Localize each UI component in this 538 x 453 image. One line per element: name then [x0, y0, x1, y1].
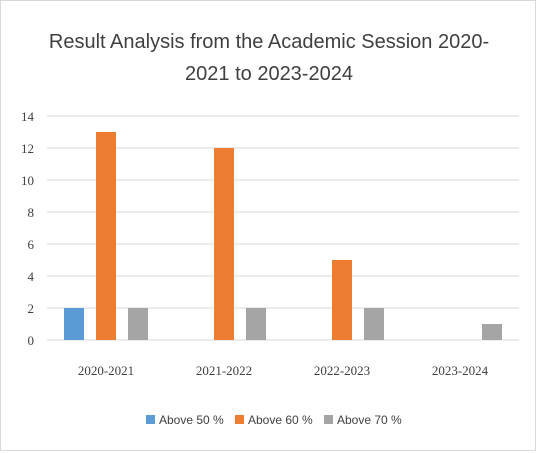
bar-above-70-2022-2023 — [364, 308, 384, 340]
gridlines — [47, 115, 519, 341]
chart-title-line-2: 2021 to 2023-2024 — [185, 63, 353, 85]
legend: Above 50 % Above 60 % Above 70 % — [146, 413, 402, 427]
y-tick-label: 6 — [28, 237, 35, 252]
y-tick-label: 14 — [21, 109, 35, 124]
bar-above-60-2022-2023 — [332, 260, 352, 340]
bar-above-60-2021-2022 — [214, 148, 234, 340]
x-axis-ticks: 2020-2021 2021-2022 2022-2023 2023-2024 — [78, 363, 489, 378]
legend-label: Above 70 % — [337, 413, 402, 427]
bar-above-70-2023-2024 — [482, 324, 502, 340]
y-tick-label: 0 — [28, 333, 35, 348]
y-tick-label: 8 — [28, 205, 35, 220]
y-tick-label: 4 — [28, 269, 35, 284]
x-tick-label: 2023-2024 — [432, 363, 489, 378]
legend-swatch — [235, 415, 244, 424]
bars — [64, 132, 502, 340]
y-tick-label: 10 — [21, 173, 34, 188]
x-tick-label: 2021-2022 — [196, 363, 252, 378]
bar-above-50-2020-2021 — [64, 308, 84, 340]
bar-above-60-2020-2021 — [96, 132, 116, 340]
legend-swatch — [324, 415, 333, 424]
legend-label: Above 60 % — [248, 413, 313, 427]
y-tick-label: 12 — [21, 141, 34, 156]
legend-label: Above 50 % — [159, 413, 224, 427]
chart-title-line-1: Result Analysis from the Academic Sessio… — [49, 31, 489, 53]
bar-above-70-2021-2022 — [246, 308, 266, 340]
bar-above-70-2020-2021 — [128, 308, 148, 340]
y-tick-label: 2 — [28, 301, 35, 316]
x-tick-label: 2022-2023 — [314, 363, 370, 378]
legend-swatch — [146, 415, 155, 424]
x-tick-label: 2020-2021 — [78, 363, 134, 378]
y-axis-ticks: 0 2 4 6 8 10 12 14 — [21, 109, 35, 348]
